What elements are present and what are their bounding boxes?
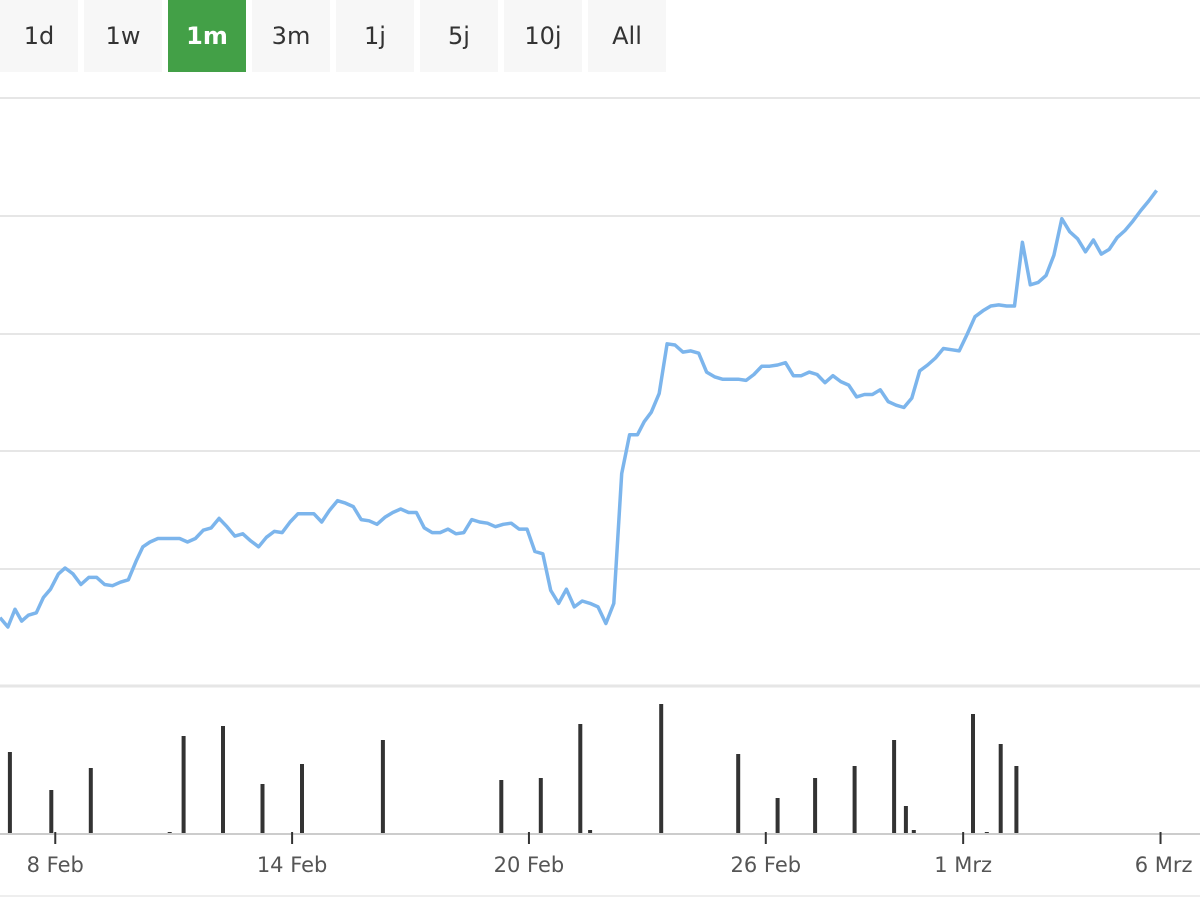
range-tab-1m[interactable]: 1m <box>168 0 246 72</box>
volume-bar[interactable] <box>49 790 54 834</box>
volume-bar[interactable] <box>852 766 857 834</box>
volume-bar[interactable] <box>538 778 543 834</box>
range-tab-5j[interactable]: 5j <box>420 0 498 72</box>
volume-bar[interactable] <box>911 830 916 834</box>
volume-bar[interactable] <box>998 744 1003 834</box>
volume-bar[interactable] <box>736 754 741 834</box>
volume-bar[interactable] <box>971 714 975 834</box>
range-tab-10j[interactable]: 10j <box>504 0 582 72</box>
price-line[interactable] <box>0 189 1159 629</box>
volume-bar[interactable] <box>260 784 265 834</box>
x-tick-label: 20 Feb <box>494 853 565 877</box>
volume-bar[interactable] <box>300 764 304 834</box>
x-axis: 8 Feb 14 Feb 20 Feb 26 Feb 1 Mrz 6 Mrz <box>0 832 1200 897</box>
volume-bar[interactable] <box>892 740 897 834</box>
volume-bar[interactable] <box>903 806 908 834</box>
x-tick-label: 8 Feb <box>27 853 84 877</box>
x-tick-label: 26 Feb <box>731 853 802 877</box>
volume-bar[interactable] <box>775 798 780 834</box>
range-selector: 1d 1w 1m 3m 1j 5j 10j All <box>0 0 1200 72</box>
range-tab-1j[interactable]: 1j <box>336 0 414 72</box>
volume-bar[interactable] <box>813 778 818 834</box>
volume-bar[interactable] <box>499 780 504 834</box>
volume-bar[interactable] <box>221 726 225 834</box>
range-tab-3m[interactable]: 3m <box>252 0 330 72</box>
volume-bar[interactable] <box>578 724 583 834</box>
x-tick-label: 6 Mrz <box>1135 853 1193 877</box>
volume-bar[interactable] <box>7 752 12 834</box>
range-tab-1w[interactable]: 1w <box>84 0 162 72</box>
volume-bar[interactable] <box>1014 766 1019 834</box>
gridlines <box>0 97 1200 688</box>
range-tab-all[interactable]: All <box>588 0 666 72</box>
volume-bar[interactable] <box>659 704 664 834</box>
volume-bar[interactable] <box>88 768 93 834</box>
volume-bar[interactable] <box>181 736 186 834</box>
x-tick-label: 14 Feb <box>257 853 328 877</box>
volume-bar[interactable] <box>588 830 593 834</box>
volume-bars <box>7 704 1019 834</box>
range-tab-1d[interactable]: 1d <box>0 0 78 72</box>
x-tick-label: 1 Mrz <box>934 853 992 877</box>
volume-bar[interactable] <box>380 740 385 834</box>
